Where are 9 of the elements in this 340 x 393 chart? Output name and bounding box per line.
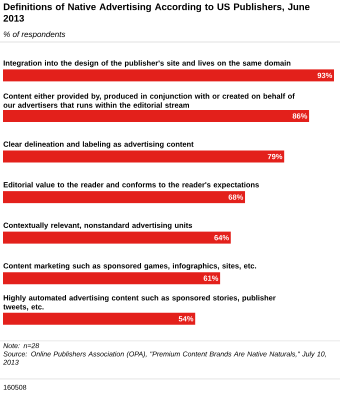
bar — [3, 191, 246, 204]
bar — [3, 69, 334, 82]
chart-subtitle: % of respondents — [4, 31, 66, 39]
bar — [3, 150, 284, 163]
bar — [3, 312, 196, 325]
chart-title: Definitions of Native Advertising According to US Publishers, June 2013 — [4, 3, 310, 22]
bar — [3, 272, 220, 284]
bar — [3, 110, 310, 122]
bar — [3, 232, 231, 244]
